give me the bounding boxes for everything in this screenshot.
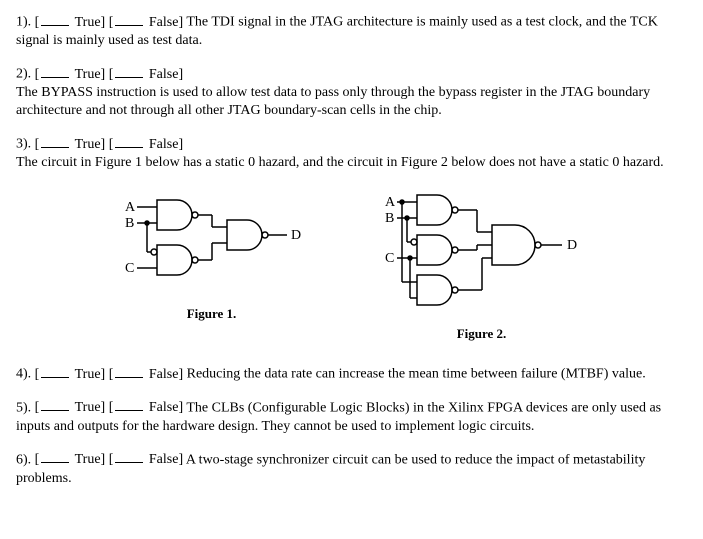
q3-num: 3).: [16, 137, 31, 152]
figure-2-svg: A B C D: [377, 190, 587, 320]
q6-false-blank[interactable]: [115, 450, 143, 464]
q5-false-option: [ False]: [109, 400, 183, 415]
question-3: 3). [ True] [ False] The circuit in Figu…: [16, 134, 687, 172]
q4-true-option: [ True]: [35, 367, 106, 382]
q3-text: The circuit in Figure 1 below has a stat…: [16, 155, 664, 170]
fig2-label-d: D: [567, 238, 577, 253]
q5-false-blank[interactable]: [115, 398, 143, 412]
question-6: 6). [ True] [ False] A two-stage synchro…: [16, 450, 687, 488]
question-4: 4). [ True] [ False] Reducing the data r…: [16, 364, 687, 384]
q6-true-blank[interactable]: [41, 450, 69, 464]
q1-true-blank[interactable]: [41, 12, 69, 26]
q4-num: 4).: [16, 367, 31, 382]
q3-false-option: [ False]: [109, 137, 183, 152]
q6-num: 6).: [16, 452, 31, 467]
q4-false-blank[interactable]: [115, 364, 143, 378]
q3-false-blank[interactable]: [115, 134, 143, 148]
question-5: 5). [ True] [ False] The CLBs (Configura…: [16, 398, 687, 436]
q6-true-option: [ True]: [35, 452, 106, 467]
q5-true-option: [ True]: [35, 400, 106, 415]
fig2-label-a: A: [385, 195, 396, 210]
q1-false-option: [ False]: [109, 15, 183, 30]
fig2-label-b: B: [385, 211, 394, 226]
q4-false-option: [ False]: [109, 367, 183, 382]
figures-row: A B C D Figure 1.: [16, 190, 687, 342]
q2-true-blank[interactable]: [41, 64, 69, 78]
fig1-label-b: B: [125, 216, 134, 231]
q2-false-option: [ False]: [109, 67, 183, 82]
q4-true-blank[interactable]: [41, 364, 69, 378]
q6-false-option: [ False]: [109, 452, 183, 467]
q1-num: 1).: [16, 15, 31, 30]
q4-text: Reducing the data rate can increase the …: [187, 367, 646, 382]
q2-num: 2).: [16, 67, 31, 82]
fig1-label-a: A: [125, 200, 136, 215]
q2-false-blank[interactable]: [115, 64, 143, 78]
q3-true-option: [ True]: [35, 137, 106, 152]
q5-num: 5).: [16, 400, 31, 415]
question-1: 1). [ True] [ False] The TDI signal in t…: [16, 12, 687, 50]
figure-2: A B C D Figure 2.: [377, 190, 587, 342]
q3-true-blank[interactable]: [41, 134, 69, 148]
question-2: 2). [ True] [ False] The BYPASS instruct…: [16, 64, 687, 120]
q2-text: The BYPASS instruction is used to allow …: [16, 85, 650, 118]
q1-false-blank[interactable]: [115, 12, 143, 26]
q2-true-option: [ True]: [35, 67, 106, 82]
fig1-label-c: C: [125, 261, 134, 276]
q1-true-option: [ True]: [35, 15, 106, 30]
figure-1-caption: Figure 1.: [117, 306, 307, 322]
fig2-label-c: C: [385, 251, 394, 266]
figure-2-caption: Figure 2.: [377, 326, 587, 342]
figure-1-svg: A B C D: [117, 190, 307, 300]
fig1-label-d: D: [291, 228, 301, 243]
figure-1: A B C D Figure 1.: [117, 190, 307, 342]
q5-true-blank[interactable]: [41, 398, 69, 412]
